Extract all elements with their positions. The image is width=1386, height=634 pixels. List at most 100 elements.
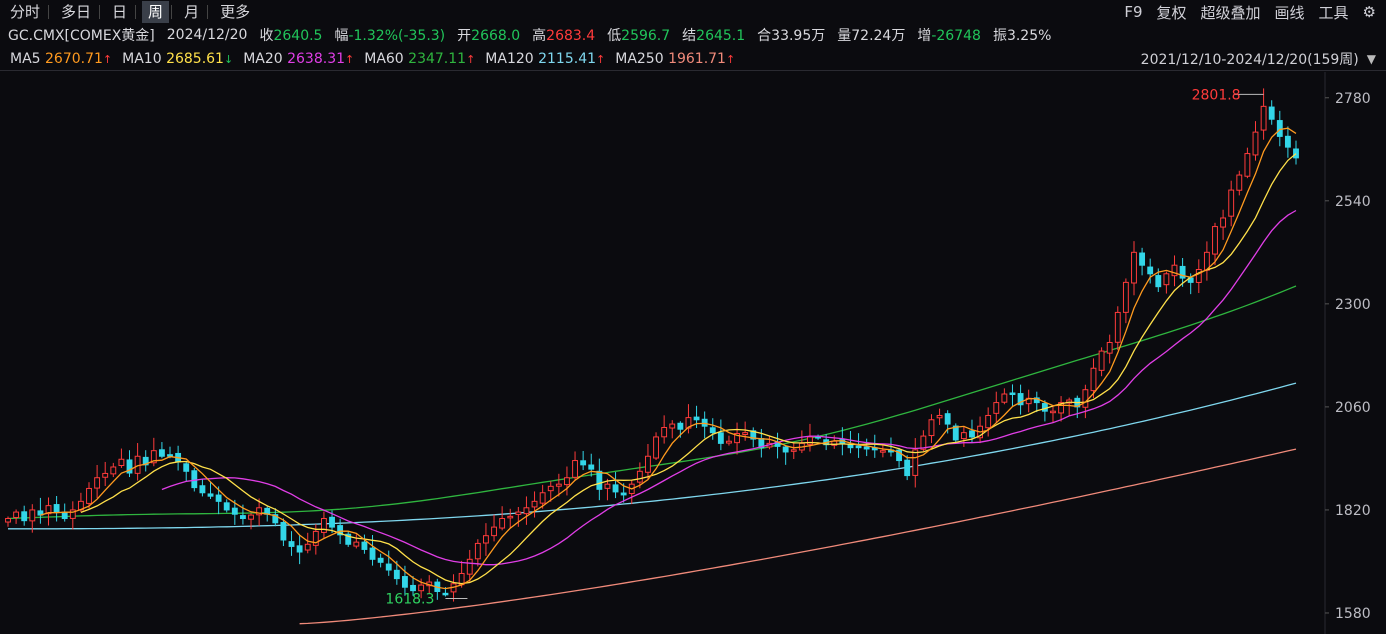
candle-body — [1260, 105, 1267, 131]
candle — [863, 438, 870, 457]
toolbar-action-2[interactable]: 超级叠加 — [1200, 3, 1261, 22]
candle-body — [142, 456, 149, 466]
candle — [183, 460, 190, 482]
candle-body — [1220, 217, 1227, 228]
candle — [320, 511, 327, 539]
increase-label: 增 — [917, 28, 932, 44]
arrow-up-icon: ↑ — [345, 53, 355, 66]
candle-body — [944, 413, 951, 425]
candle-body — [1114, 311, 1121, 343]
chevron-down-icon[interactable]: ▼ — [1366, 52, 1376, 66]
candle — [661, 415, 668, 444]
tab-4[interactable]: 月 — [184, 3, 200, 21]
ma-label: MA250 — [615, 51, 669, 67]
toolbar-action-0[interactable]: F9 — [1124, 3, 1143, 21]
toolbar-action-3[interactable]: 画线 — [1274, 3, 1305, 22]
low-value: 2596.7 — [621, 28, 671, 44]
candle-body — [410, 584, 416, 592]
candle-body — [539, 492, 546, 504]
y-tick-label: 1580 — [1335, 606, 1371, 622]
candle-body — [199, 485, 206, 494]
candle-body — [94, 477, 101, 489]
candle-body — [1098, 350, 1105, 371]
candle — [5, 516, 11, 527]
candle — [1228, 180, 1235, 227]
candle — [717, 419, 724, 451]
candle — [1098, 347, 1105, 377]
candle — [1220, 209, 1227, 240]
ma-legend-ma10: MA10 2685.61↓ — [122, 51, 233, 67]
candle — [701, 411, 708, 439]
candle — [1163, 271, 1170, 294]
ma20-line — [161, 209, 1297, 566]
candle — [296, 535, 303, 565]
ma-legend-ma5: MA5 2670.71↑ — [10, 51, 112, 67]
candle — [1244, 147, 1251, 179]
candle — [1009, 384, 1016, 406]
candle-body — [1122, 281, 1129, 313]
candle-body — [53, 504, 60, 513]
candle — [774, 432, 781, 459]
tab-2[interactable]: 日 — [112, 3, 128, 21]
candle-body — [329, 516, 335, 528]
candle — [515, 506, 522, 527]
candle — [588, 453, 595, 477]
candle-body — [701, 418, 708, 427]
candle-body — [102, 472, 109, 478]
settle-label: 结 — [682, 28, 697, 44]
candle-body — [807, 436, 813, 445]
candle-body — [1163, 273, 1170, 286]
candle-body — [1195, 268, 1202, 283]
candle — [1139, 247, 1146, 276]
candle-body — [669, 423, 676, 429]
candle — [734, 422, 740, 455]
candle-body — [1293, 148, 1299, 159]
ma60-line — [7, 285, 1297, 520]
candle-body — [158, 449, 165, 457]
candle — [871, 434, 878, 458]
candle-body — [483, 535, 489, 544]
candle — [507, 508, 514, 529]
candlestick-chart[interactable]: 2780 2540 2300 2060 1820 1580 2801.8 1618.3 — [0, 72, 1386, 634]
change-value: -1.32%(-35.3) — [348, 28, 446, 44]
toolbar-action-4[interactable]: 工具 — [1318, 3, 1349, 22]
candle — [645, 443, 651, 480]
tab-3[interactable]: 周 — [142, 1, 170, 23]
ma-value: 2347.11 — [408, 51, 467, 67]
gear-icon[interactable]: ⚙ — [1362, 3, 1376, 21]
candle-body — [466, 558, 473, 575]
candle-body — [248, 514, 254, 520]
candle-body — [5, 518, 11, 523]
candle — [126, 450, 133, 478]
candle — [37, 497, 44, 524]
candle-body — [507, 515, 514, 519]
toolbar-action-1[interactable]: 复权 — [1156, 3, 1187, 22]
candle — [288, 531, 295, 556]
candle-body — [1009, 392, 1016, 396]
tab-1[interactable]: 多日 — [61, 3, 92, 21]
close-value: 2640.5 — [273, 28, 323, 44]
candle — [1260, 88, 1267, 140]
date-range-selector[interactable]: 2021/12/10-2024/12/20(159周) — [1140, 52, 1359, 68]
candle — [1276, 110, 1283, 147]
candle-body — [969, 430, 975, 438]
candle-body — [580, 460, 587, 466]
amplitude-value: 3.25% — [1006, 28, 1052, 44]
candle-body — [547, 485, 554, 492]
candle-body — [499, 518, 506, 529]
candle — [742, 421, 749, 441]
ma-legend-ma20: MA20 2638.31↑ — [243, 51, 354, 67]
candle-body — [985, 414, 992, 429]
amplitude-label: 振 — [992, 28, 1007, 44]
candle — [483, 523, 489, 556]
candle-body — [61, 511, 68, 520]
tab-5[interactable]: 更多 — [220, 3, 251, 21]
candle — [215, 486, 222, 515]
candle-body — [345, 533, 352, 545]
candle-body — [377, 557, 384, 563]
candle-body — [993, 402, 1000, 414]
candle — [1131, 241, 1137, 296]
candle-body — [320, 518, 327, 533]
candle-body — [847, 444, 854, 449]
tab-0[interactable]: 分时 — [10, 3, 41, 21]
